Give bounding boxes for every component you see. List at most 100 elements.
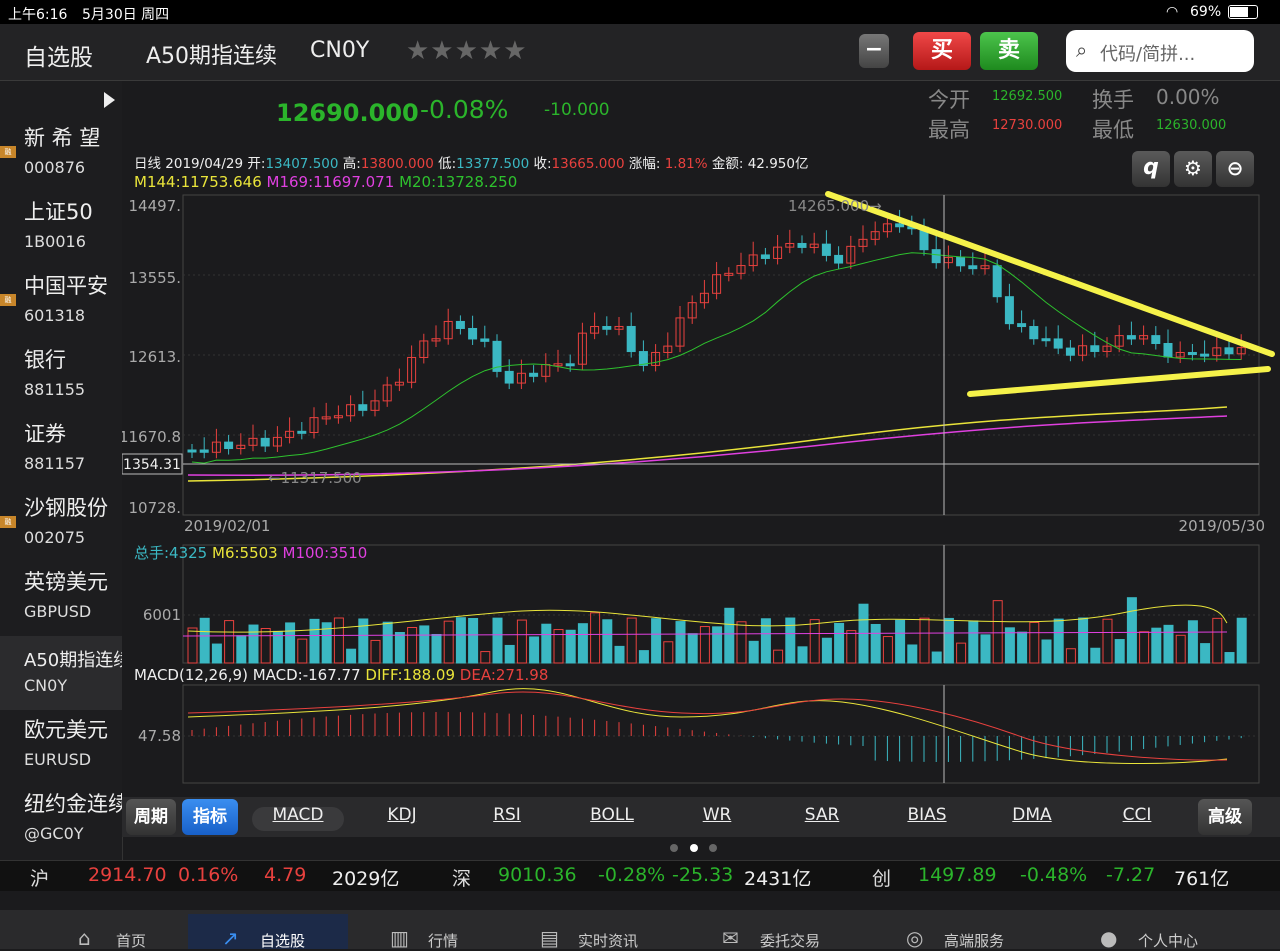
x-start: 2019/02/01 <box>184 517 270 535</box>
page-dot-active[interactable] <box>690 844 698 852</box>
watchlist-item[interactable]: 银行 881155 <box>0 340 122 414</box>
gear-icon[interactable]: ⚙ <box>1174 151 1212 187</box>
volume-bar <box>1041 639 1052 664</box>
watchlist-item-code: EURUSD <box>24 750 92 769</box>
watchlist-item[interactable]: 英镑美元 GBPUSD <box>0 562 122 636</box>
candle <box>431 338 441 342</box>
volume-bar <box>651 618 662 664</box>
nav-item[interactable]: 高端服务 <box>944 932 1005 950</box>
advanced-button[interactable]: 高级 <box>1198 799 1252 835</box>
candle <box>236 444 246 450</box>
candle <box>651 351 661 366</box>
volume-bar <box>956 642 967 664</box>
search-box[interactable]: ⌕ 代码/简拼... <box>1066 30 1254 72</box>
nav-item[interactable]: 首页 <box>116 932 147 950</box>
remove-button[interactable]: − <box>859 34 889 68</box>
candle <box>260 437 270 447</box>
volume-bar <box>529 636 540 664</box>
candle <box>687 302 697 319</box>
watchlist-item[interactable]: 纽约金连续 @GC0Y <box>0 784 122 858</box>
expand-arrow-icon[interactable] <box>104 92 115 108</box>
tab-cci[interactable]: CCI <box>1122 805 1152 825</box>
watchlist-item[interactable]: 新 希 望 000876 融 <box>0 118 122 192</box>
nav-item[interactable]: 委托交易 <box>760 932 821 950</box>
volume-bar <box>333 617 344 664</box>
volume-bar <box>236 635 247 664</box>
period-button[interactable]: 周期 <box>126 799 176 835</box>
volume-bar <box>1029 621 1040 664</box>
nav-item[interactable]: 自选股 <box>260 932 306 950</box>
tab-wr[interactable]: WR <box>702 805 732 825</box>
open-value: 12692.500 <box>992 89 1063 104</box>
watchlist-item[interactable]: 欧元美元 EURUSD <box>0 710 122 784</box>
candle <box>1078 345 1088 356</box>
nav-item[interactable]: 个人中心 <box>1138 932 1199 950</box>
volume-bar <box>224 620 235 664</box>
volume-bar <box>370 639 381 664</box>
cursor-price: 1354.31 <box>123 457 181 473</box>
rating-stars-icon[interactable]: ★★★★★ <box>406 36 528 66</box>
volume-bar <box>443 620 454 664</box>
macd-legend: MACD(12,26,9) MACD:-167.77 DIFF:188.09 D… <box>134 666 548 684</box>
bottom-nav: ⌂ 首页 ↗ 自选股 ▥ 行情 ▤ 实时资讯 ✉ 委托交易 ◎ 高端服务 ● 个人中心 <box>0 910 1280 950</box>
macd-tick: 47.58 <box>138 727 181 745</box>
tab-dma[interactable]: DMA <box>1012 805 1052 825</box>
diff-line <box>187 688 1228 764</box>
volume-bar <box>1212 617 1223 664</box>
tab-boll[interactable]: BOLL <box>590 805 634 825</box>
trendline-upper[interactable] <box>825 191 1275 357</box>
volume-bar <box>248 624 259 664</box>
candle <box>675 317 685 347</box>
nav-icon: ⌂ <box>78 926 91 950</box>
volume-bar <box>199 617 210 664</box>
tab-sar[interactable]: SAR <box>804 805 840 825</box>
watchlist-item-name: 证券 <box>24 422 66 446</box>
indicator-button[interactable]: 指标 <box>182 799 238 835</box>
watchlist-item[interactable]: 上证50 1B0016 <box>0 192 122 266</box>
volume-bar <box>1126 597 1137 664</box>
watchlist-item-name: 上证50 <box>24 200 93 224</box>
candle <box>1041 338 1051 342</box>
volume-bar <box>785 617 796 664</box>
candle <box>968 265 978 270</box>
volume-bar <box>1065 648 1076 664</box>
nav-item[interactable]: 行情 <box>428 932 459 950</box>
volume-bar <box>626 617 637 664</box>
candle <box>1224 347 1234 355</box>
trendline-lower[interactable] <box>967 366 1271 397</box>
volume-bar <box>309 618 320 664</box>
candle <box>1029 326 1039 340</box>
query-button[interactable]: q <box>1132 151 1170 187</box>
search-input[interactable]: 代码/简拼... <box>1100 44 1196 65</box>
volume-bar <box>1004 627 1015 664</box>
watchlist-header: 自选股 <box>0 24 122 81</box>
watchlist-item-code: 881157 <box>24 454 86 473</box>
sell-button[interactable]: 卖 <box>980 32 1038 70</box>
kline-chart[interactable]: 14497. 13555. 12613. 11670.8 10728. 1354… <box>122 147 1280 797</box>
watchlist-item[interactable]: A50期指连续 CN0Y <box>0 636 122 710</box>
candle <box>846 245 856 264</box>
candle <box>382 384 392 402</box>
tab-bias[interactable]: BIAS <box>907 805 947 825</box>
buy-button[interactable]: 买 <box>913 32 971 70</box>
volume-bar <box>821 637 832 664</box>
tab-macd[interactable]: MACD <box>272 805 324 825</box>
tab-kdj[interactable]: KDJ <box>387 805 417 825</box>
watchlist-item[interactable]: 证券 881157 <box>0 414 122 488</box>
candle <box>590 326 600 334</box>
watchlist-item-name: 中国平安 <box>24 274 108 298</box>
zoom-out-icon[interactable]: ⊖ <box>1216 151 1254 187</box>
candle <box>736 265 746 274</box>
candle <box>809 243 819 248</box>
watchlist-item[interactable]: 沙钢股份 002075 融 <box>0 488 122 562</box>
volume-bar <box>516 619 527 664</box>
nav-item[interactable]: 实时资讯 <box>578 932 639 950</box>
watchlist-item-name: 英镑美元 <box>24 570 108 594</box>
watchlist-sidebar: 自选股 新 希 望 000876 融上证50 1B0016 中国平安 601318 融… <box>0 24 123 860</box>
page-dot[interactable] <box>670 844 678 852</box>
volume-bar <box>455 617 466 664</box>
page-dot[interactable] <box>709 844 717 852</box>
watchlist-item[interactable]: 中国平安 601318 融 <box>0 266 122 340</box>
tab-rsi[interactable]: RSI <box>493 805 521 825</box>
candle <box>956 256 966 267</box>
